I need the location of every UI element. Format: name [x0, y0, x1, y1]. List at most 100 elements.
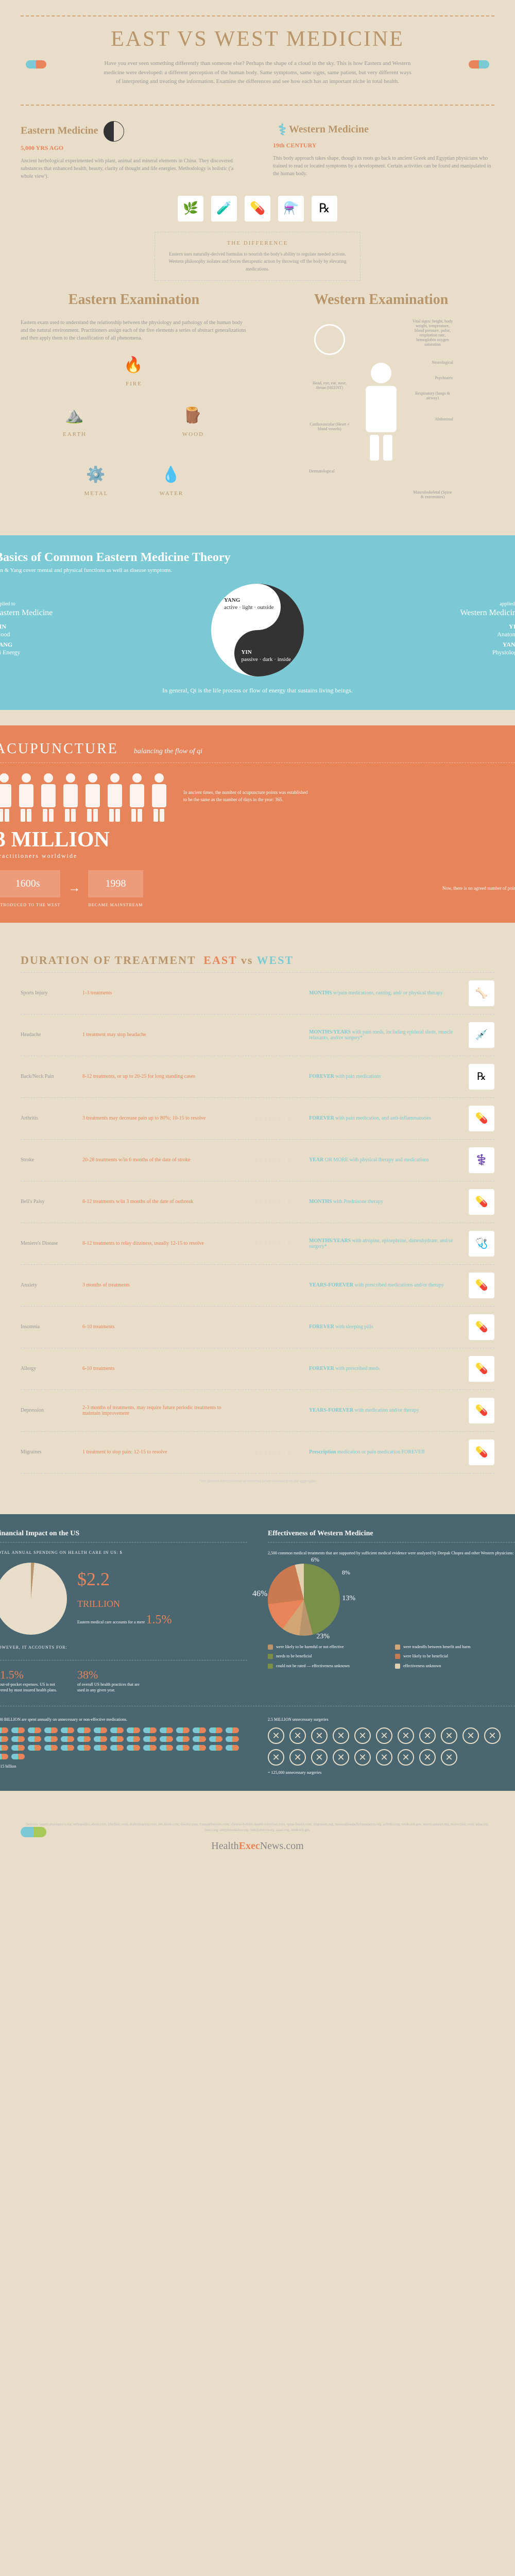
- practitioners-label: practitioners worldwide: [0, 852, 515, 860]
- yinyang-large: YANGactive · light · outside YINpassive …: [211, 584, 304, 676]
- fire-element: 🔥FIRE: [121, 352, 147, 387]
- diff-title: THE DIFFERENCE: [163, 240, 352, 246]
- pie-legend: were likely to be harmful or not effecti…: [268, 1643, 515, 1670]
- duration-row: Depression2-3 months of treatments, may …: [21, 1390, 494, 1432]
- icon-row: 🌿 🧪 💊 ⚗️ ℞: [21, 196, 494, 222]
- person-figure: [360, 363, 402, 455]
- acu-text: In ancient times, the number of acupunct…: [183, 789, 312, 803]
- body-diagram: Vital signs: height, body weight, temper…: [309, 319, 453, 499]
- western-text: This body approach takes shape, though i…: [273, 155, 494, 178]
- duration-row: Migraines1 treatment to stop pain: 12-15…: [21, 1432, 494, 1473]
- year-1: 1600s: [0, 870, 60, 897]
- difference-box: THE DIFFERENCE Eastern uses naturally-de…: [154, 232, 360, 281]
- main-title: EAST VS WEST MEDICINE: [21, 27, 494, 52]
- yinyang-icon: [104, 121, 124, 142]
- west-exam-title: Western Examination: [268, 291, 494, 309]
- yin-label: YINpassive · dark · inside: [241, 649, 291, 664]
- acu-sub: balancing the flow of qi: [134, 748, 202, 756]
- stethoscope-icon: [314, 324, 345, 355]
- diag-label: Cardiovascular (Heart + blood vessels): [309, 422, 350, 431]
- eff-sub: 2,500 common medical treatments that are…: [268, 1550, 515, 1556]
- diag-label: Respiratory (lungs & airway): [412, 391, 453, 400]
- pills-legend: = $15 billion: [0, 1764, 247, 1769]
- diff-text: Eastern uses naturally-derived formulas …: [163, 250, 352, 273]
- footer: Sources: americanpregancy.org, orthopedi…: [21, 1806, 494, 1868]
- eastern-intro: Eastern Medicine 5,000 YRS AGO Ancient h…: [21, 121, 242, 180]
- diag-label: Neurological: [432, 360, 453, 365]
- pill-icon: 💊: [245, 196, 270, 222]
- western-intro: ⚕ Western Medicine 19th CENTURY This bod…: [273, 121, 494, 180]
- legend-item: needs to be beneficial: [268, 1653, 393, 1660]
- practitioners-count: 3 MILLION: [0, 827, 515, 852]
- duration-title: DURATION OF TREATMENT EAST vs WEST: [21, 954, 494, 973]
- duration-section: DURATION OF TREATMENT EAST vs WEST Sport…: [21, 938, 494, 1499]
- eastern-date: 5,000 YRS AGO: [21, 144, 242, 152]
- caduceus-icon: ⚕: [278, 121, 286, 139]
- pills-title: $700 BILLION are spent annually on unnec…: [0, 1717, 247, 1722]
- wood-element: 🪵WOOD: [180, 403, 206, 437]
- yang-label: YANGactive · light · outside: [224, 597, 274, 612]
- acu-note: Now, there is no agreed number of points…: [442, 885, 515, 892]
- east-exam-title: Eastern Examination: [21, 291, 247, 309]
- fin-sub: TOTAL ANNUAL SPENDING ON HEALTH CARE IN …: [0, 1550, 247, 1555]
- legend-item: were likely to be harmful or not effecti…: [268, 1643, 393, 1651]
- western-exam: Western Examination Vital signs: height,…: [268, 291, 494, 499]
- duration-row: Allergy6-10 treatments: : : : : : : :FOR…: [21, 1348, 494, 1390]
- duration-row: Sports Injury1-3 treatments: : : : : : :…: [21, 973, 494, 1014]
- acu-title: ACUPUNCTURE: [0, 741, 118, 757]
- financial-col: Financial Impact on the US TOTAL ANNUAL …: [0, 1530, 247, 1693]
- theory-sub: Yin & Yang cover mental and physical fun…: [0, 567, 515, 573]
- pill-icon: [26, 60, 46, 69]
- acu-figures: [0, 773, 168, 820]
- theory-west: applied to Western Medicine YINAnatomy Y…: [319, 601, 515, 659]
- eastern-exam: Eastern Examination Eastern exam used to…: [21, 291, 247, 499]
- stat-2: 38%of overall US health practices that a…: [77, 1668, 144, 1693]
- eff-title: Effectiveness of Western Medicine: [268, 1530, 515, 1543]
- subtitle: Have you ever seen something differently…: [103, 59, 412, 87]
- eastern-title: Eastern Medicine: [21, 121, 242, 142]
- east-exam-text: Eastern exam used to understand the rela…: [21, 319, 247, 342]
- legend-item: were likely to be beneficial: [395, 1653, 515, 1660]
- surgeries-col: 2.5 MILLION unnecessary surgeries ✕✕✕✕✕✕…: [268, 1717, 515, 1775]
- duration-row: Headache1 treatment may stop headache: :…: [21, 1014, 494, 1056]
- theory-east: applied to Eastern Medicine YINBlood YAN…: [0, 601, 196, 659]
- diag-label: Musculoskeletal (Spine & extremities): [412, 490, 453, 499]
- intro-columns: Eastern Medicine 5,000 YRS AGO Ancient h…: [21, 121, 494, 180]
- acupuncture-section: ACUPUNCTURE balancing the flow of qi In …: [0, 725, 515, 923]
- logo: HealthExecNews.com: [21, 1840, 494, 1852]
- year-2: 1998: [88, 870, 143, 897]
- duration-row: Bell's Palsy8-12 treatments w/in 3 month…: [21, 1181, 494, 1223]
- legend-item: effectiveness unknown: [395, 1663, 515, 1670]
- western-title: ⚕ Western Medicine: [273, 121, 494, 139]
- legend-item: could not be rated — effectiveness unkno…: [268, 1663, 393, 1670]
- eastern-pct-text: Eastern medical care accounts for a mere…: [77, 1612, 171, 1629]
- duration-row: Anxiety3 months of treatments: : : : : :…: [21, 1265, 494, 1307]
- arrow-icon: →: [68, 882, 80, 895]
- vial-icon: 🧪: [211, 196, 237, 222]
- duration-row: Stroke20-28 treatments w/in 6 months of …: [21, 1140, 494, 1181]
- duration-row: Meniere's Disease8-12 treatments to rela…: [21, 1223, 494, 1265]
- examination-section: Eastern Examination Eastern exam used to…: [21, 291, 494, 499]
- diag-label: Head, eye, ear, nose, throat (HEENT): [309, 381, 350, 390]
- water-element: 💧WATER: [159, 462, 184, 497]
- timeline: 1600sINTRODUCED TO THE WEST → 1998BECAME…: [0, 870, 515, 907]
- qi-text: In general, Qi is the life process or fl…: [0, 687, 515, 694]
- metal-element: ⚙️METAL: [83, 462, 109, 497]
- diag-label: Psychiatric: [435, 376, 453, 380]
- five-elements: 🔥FIRE ⛰️EARTH 🪵WOOD ⚙️METAL 💧WATER: [62, 352, 206, 497]
- flask-icon: ⚗️: [278, 196, 304, 222]
- spending-amount: $2.2TRILLION: [77, 1568, 171, 1612]
- pill-icon: [469, 60, 489, 69]
- however-label: HOWEVER, IT ACCOUNTS FOR:: [0, 1645, 247, 1650]
- sources: Sources: americanpregancy.org, orthopedi…: [21, 1822, 494, 1833]
- diag-label: Dermatological: [309, 469, 335, 473]
- surg-legend: = 125,000 unnecessary surgeries: [268, 1770, 515, 1775]
- pills-grid: [0, 1727, 247, 1759]
- pill-icon: [21, 1827, 46, 1837]
- theory-title: Basics of Common Eastern Medicine Theory: [0, 551, 515, 565]
- eastern-text: Ancient herbological experimented with p…: [21, 157, 242, 180]
- duration-row: Arthritis3 treatments may decrease pain …: [21, 1098, 494, 1140]
- fin-title: Financial Impact on the US: [0, 1530, 247, 1543]
- herb-icon: 🌿: [178, 196, 203, 222]
- effectiveness-pie: 46% 6% 8% 13% 23%: [268, 1564, 340, 1636]
